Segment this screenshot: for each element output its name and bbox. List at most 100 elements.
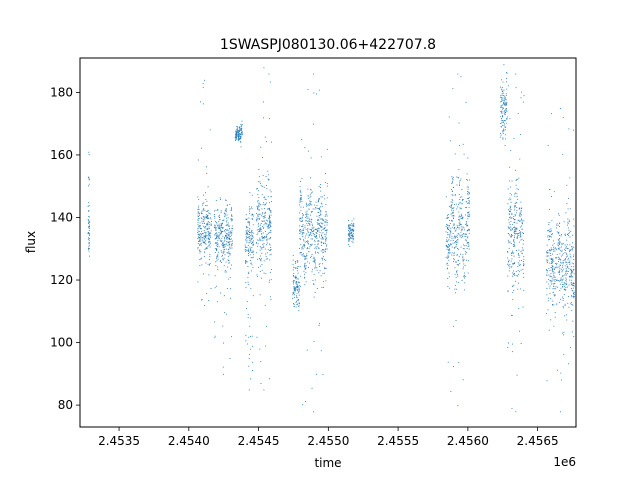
- data-point: [466, 248, 468, 249]
- data-point: [311, 218, 313, 220]
- data-point: [237, 127, 239, 129]
- data-point: [573, 263, 574, 265]
- data-point: [462, 268, 464, 270]
- data-point: [293, 290, 295, 292]
- data-point: [244, 246, 246, 248]
- data-point: [518, 254, 519, 256]
- data-point: [461, 236, 463, 238]
- data-point: [468, 243, 470, 245]
- data-point: [228, 235, 230, 237]
- data-point: [554, 316, 556, 318]
- data-point: [318, 252, 320, 254]
- data-point: [352, 228, 354, 230]
- data-point: [260, 383, 262, 384]
- data-point: [552, 253, 553, 255]
- data-point: [311, 204, 313, 206]
- data-point: [216, 260, 218, 262]
- data-point: [456, 272, 458, 274]
- data-point: [214, 337, 216, 339]
- data-point: [260, 228, 262, 230]
- data-point: [552, 279, 554, 281]
- data-point: [216, 256, 218, 258]
- data-point: [292, 298, 294, 299]
- data-point: [202, 218, 204, 220]
- data-point: [325, 248, 327, 250]
- data-point: [561, 270, 563, 272]
- data-point: [461, 237, 463, 239]
- data-point: [301, 247, 303, 248]
- data-point: [505, 102, 507, 104]
- data-point: [546, 269, 548, 271]
- data-point: [249, 248, 251, 250]
- data-point: [515, 87, 517, 89]
- data-point: [451, 201, 453, 203]
- data-point: [448, 243, 450, 245]
- data-point: [563, 331, 565, 333]
- data-point: [235, 137, 237, 139]
- data-point: [555, 257, 557, 259]
- data-point: [310, 221, 312, 223]
- data-point: [352, 224, 354, 226]
- data-point: [270, 249, 272, 251]
- data-point: [507, 239, 509, 241]
- data-point: [206, 166, 208, 168]
- data-point: [208, 241, 210, 243]
- data-point: [207, 227, 209, 229]
- data-point: [311, 255, 313, 257]
- data-point: [553, 287, 555, 289]
- data-point: [308, 208, 310, 210]
- data-point: [546, 244, 548, 246]
- data-point: [248, 358, 250, 360]
- data-point: [509, 264, 511, 266]
- data-point: [296, 285, 298, 287]
- data-point: [504, 104, 506, 106]
- data-point: [292, 294, 294, 296]
- data-point: [316, 269, 318, 271]
- data-point: [203, 242, 205, 243]
- data-point: [269, 238, 270, 240]
- data-point: [208, 234, 210, 236]
- data-point: [456, 224, 458, 226]
- data-point: [563, 288, 565, 290]
- data-point: [226, 288, 228, 290]
- data-point: [87, 233, 89, 235]
- data-point: [228, 262, 230, 264]
- data-point: [259, 348, 261, 350]
- data-point: [562, 278, 564, 280]
- data-point: [550, 250, 551, 252]
- data-point: [501, 112, 503, 114]
- data-point: [306, 349, 308, 351]
- data-point: [552, 304, 553, 305]
- data-point: [215, 234, 217, 236]
- data-point: [508, 247, 510, 249]
- data-point: [267, 208, 269, 210]
- data-point: [197, 233, 199, 235]
- data-point: [351, 223, 353, 224]
- data-point: [510, 199, 512, 201]
- data-point: [223, 295, 225, 297]
- data-point: [223, 240, 225, 242]
- data-point: [249, 224, 250, 226]
- data-point: [228, 260, 230, 261]
- data-point: [252, 232, 254, 234]
- data-point: [461, 217, 463, 219]
- data-point: [266, 242, 268, 244]
- data-point: [316, 232, 318, 234]
- data-point: [352, 233, 354, 234]
- data-point: [257, 276, 258, 278]
- data-point: [88, 210, 90, 212]
- data-point: [559, 273, 561, 275]
- data-point: [511, 194, 512, 196]
- data-point: [229, 253, 231, 254]
- data-point: [223, 247, 225, 249]
- data-point: [517, 219, 519, 221]
- data-point: [352, 238, 354, 240]
- data-point: [258, 209, 260, 211]
- data-point: [322, 219, 324, 221]
- data-point: [550, 281, 552, 283]
- data-point: [453, 224, 455, 226]
- data-point: [570, 283, 572, 285]
- data-point: [564, 265, 566, 267]
- data-point: [325, 219, 327, 221]
- data-point: [555, 257, 557, 259]
